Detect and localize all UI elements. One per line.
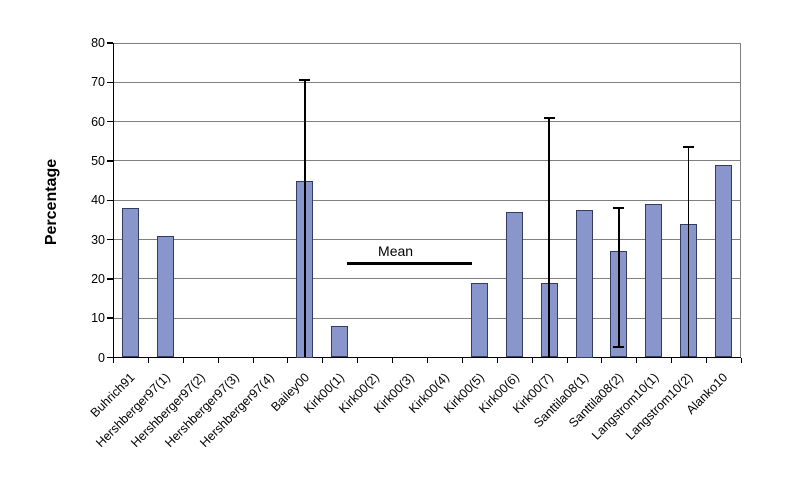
x-axis-tick — [427, 357, 428, 363]
mean-label: Mean — [378, 243, 414, 260]
gridline — [113, 317, 741, 319]
gridline — [113, 42, 741, 44]
y-axis-tick — [107, 317, 113, 319]
y-axis-tick — [107, 42, 113, 44]
x-axis-tick — [636, 357, 638, 363]
gridline — [113, 121, 741, 123]
error-bar-cap — [543, 116, 555, 119]
y-tick-label: 20 — [91, 271, 105, 286]
bar — [575, 210, 593, 358]
y-tick-label: 10 — [91, 311, 105, 326]
bar — [156, 235, 174, 358]
y-tick-label: 30 — [91, 232, 105, 247]
y-axis-tick — [107, 278, 113, 280]
y-axis-tick — [107, 81, 113, 84]
x-axis-tick — [113, 357, 114, 363]
x-axis-tick — [287, 357, 289, 363]
error-bar-line — [304, 80, 306, 358]
x-axis-tick — [182, 357, 184, 363]
x-axis-tick — [322, 357, 324, 363]
y-tick-label: 60 — [91, 114, 105, 129]
x-axis-tick — [741, 357, 742, 363]
error-bar-cap — [613, 345, 625, 348]
error-bar-line — [687, 147, 690, 358]
plot-right-border — [740, 43, 741, 358]
bar — [470, 282, 488, 358]
gridline — [113, 239, 741, 241]
y-axis-tick — [107, 160, 113, 162]
x-axis-tick — [461, 357, 463, 363]
error-bar-cap — [683, 146, 695, 149]
x-axis-tick — [671, 357, 673, 363]
y-tick-label: 40 — [91, 193, 105, 208]
bar — [715, 164, 733, 358]
error-bar-cap — [299, 79, 311, 82]
bar — [505, 212, 523, 358]
x-axis-tick — [217, 357, 219, 363]
mean-line — [346, 261, 473, 265]
gridline — [113, 81, 741, 83]
y-tick-label: 80 — [91, 36, 105, 50]
bar — [331, 326, 349, 358]
y-tick-label: 70 — [91, 75, 105, 90]
x-axis-line — [112, 356, 741, 359]
error-bar-cap — [613, 207, 625, 210]
y-axis-line — [112, 43, 114, 358]
gridline — [113, 199, 741, 201]
error-bar-line — [618, 208, 620, 348]
y-axis-tick — [107, 120, 113, 123]
bar — [645, 204, 663, 358]
y-axis-tick — [107, 238, 113, 241]
y-axis-tick — [107, 199, 113, 201]
gridline — [113, 160, 741, 162]
x-axis-tick — [147, 357, 149, 363]
x-axis-tick — [496, 357, 498, 363]
y-tick-label: 0 — [98, 350, 105, 365]
x-axis-tick — [252, 357, 254, 363]
gridline — [113, 278, 741, 280]
y-axis-tick — [107, 356, 113, 359]
error-bar-line — [548, 117, 550, 358]
x-axis-tick — [601, 357, 603, 363]
x-axis-tick — [566, 357, 568, 363]
x-axis-tick — [706, 357, 708, 363]
x-axis-tick — [531, 357, 533, 363]
x-axis-tick — [392, 357, 394, 363]
bar — [121, 208, 139, 358]
x-axis-tick — [357, 357, 359, 363]
y-tick-label: 50 — [91, 153, 105, 168]
